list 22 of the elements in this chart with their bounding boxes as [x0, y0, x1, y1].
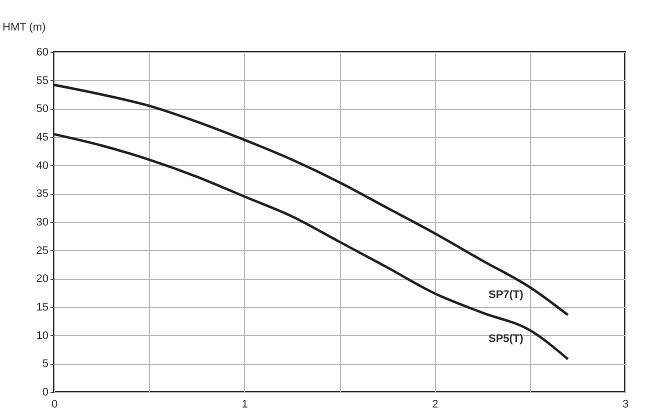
line-series	[52, 84, 570, 316]
series-label: SP7(T)	[488, 288, 524, 301]
y-tick-label: 30	[36, 216, 48, 228]
x-tick-label: 3	[622, 398, 629, 410]
y-tick-label: 10	[36, 330, 48, 342]
x-tick-label: 2	[432, 398, 438, 410]
series-label: SP5(T)	[488, 333, 524, 346]
y-tick-label: 20	[36, 273, 48, 286]
x-tick-label: 1	[242, 398, 248, 410]
y-tick-label: 15	[36, 302, 48, 314]
y-axis-title: HMT (m)	[2, 22, 46, 34]
x-tick-label: 0	[51, 398, 58, 410]
y-tick-label: 5	[42, 358, 48, 370]
y-tick-label: 25	[36, 244, 48, 257]
line-series	[52, 132, 570, 360]
y-tick-label: 35	[36, 188, 48, 200]
y-tick-label: 50	[36, 103, 48, 116]
y-tick-label: 45	[36, 132, 48, 144]
y-tick-label: 55	[36, 74, 48, 87]
y-tick-label: 0	[42, 386, 48, 398]
y-tick-label: 60	[36, 46, 48, 58]
y-tick-label: 40	[36, 160, 48, 172]
